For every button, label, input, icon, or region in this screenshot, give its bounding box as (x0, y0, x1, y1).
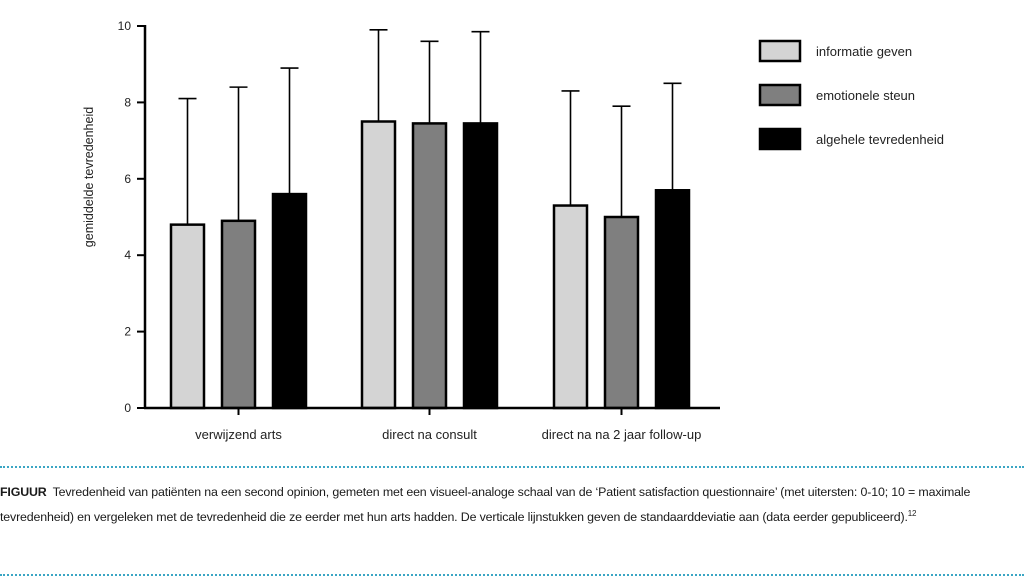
figure-caption: FIGUUR Tevredenheid van patiënten na een … (0, 480, 1020, 530)
caption-bottom-rule (0, 574, 1024, 576)
bar-1-3 (552, 204, 589, 410)
bar-2-1 (220, 219, 257, 410)
bar-1-2 (360, 120, 397, 410)
caption-lead: FIGUUR (0, 485, 47, 499)
bars-layer (169, 29, 691, 410)
legend-swatch-1 (758, 39, 802, 63)
x-category-label-1: verwijzend arts (195, 427, 282, 442)
bar-3-3 (654, 189, 691, 410)
legend-swatch-2 (758, 83, 802, 107)
y-tick-label-3: 4 (124, 248, 131, 262)
legend-swatch-3 (758, 127, 802, 151)
legend: informatie geven emotionele steun algehele… (758, 39, 944, 151)
y-tick-label-2: 2 (124, 325, 131, 339)
x-category-label-2: direct na consult (382, 427, 477, 442)
y-tick-label-5: 8 (124, 95, 131, 109)
y-tick-label-4: 6 (124, 172, 131, 186)
axes-layer: 0 2 4 6 8 10 verwijzend arts direct na consult d… (118, 19, 720, 442)
y-axis-label: gemiddelde tevredenheid (82, 107, 96, 247)
y-tick-label-1: 0 (124, 401, 131, 415)
bar-1-1 (169, 223, 206, 410)
caption-text: Tevredenheid van patiënten na een second… (0, 485, 971, 524)
caption-reference: 12 (907, 508, 917, 518)
x-category-label-3: direct na na 2 jaar follow-up (542, 427, 702, 442)
bar-chart: 0 2 4 6 8 10 verwijzend arts direct na consult d… (82, 19, 944, 442)
legend-label-1: informatie geven (816, 44, 912, 59)
caption-top-rule (0, 466, 1024, 468)
bar-3-2 (462, 122, 499, 410)
bar-2-3 (603, 215, 640, 410)
bar-2-2 (411, 122, 448, 410)
y-tick-label-6: 10 (118, 19, 132, 33)
legend-label-2: emotionele steun (816, 88, 915, 103)
bar-3-1 (271, 192, 308, 410)
legend-label-3: algehele tevredenheid (816, 132, 944, 147)
